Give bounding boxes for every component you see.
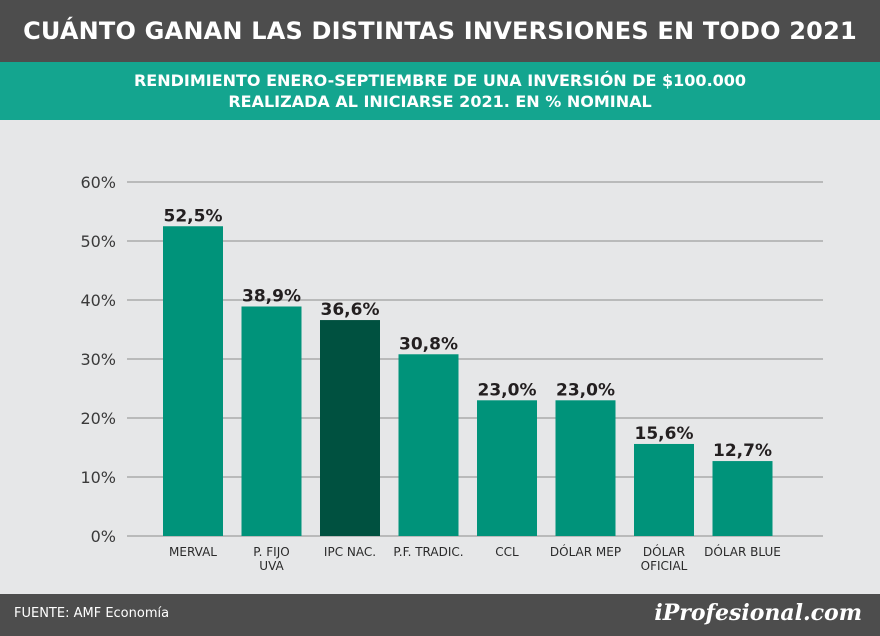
bar-6 <box>634 443 694 536</box>
subtitle-line-1: RENDIMIENTO ENERO-SEPTIEMBRE DE UNA INVE… <box>133 71 747 90</box>
bar-7 <box>712 461 773 536</box>
category-label-4: CCL <box>495 545 519 559</box>
value-label-5: 23,0% <box>556 380 615 400</box>
brand-logo-i: i <box>654 600 663 626</box>
y-tick-label-30: 30% <box>80 350 116 369</box>
bar-4 <box>477 400 537 536</box>
y-tick-label-0: 0% <box>91 527 116 546</box>
category-label-3: P.F. TRADIC. <box>393 545 463 559</box>
category-label-6-line-1: OFICIAL <box>641 559 688 573</box>
y-tick-label-20: 20% <box>80 409 116 428</box>
footer: FUENTE: AMF Economía iProfesional.com <box>0 594 880 636</box>
category-label-1-line-1: UVA <box>259 559 284 573</box>
bar-3 <box>398 354 459 536</box>
category-label-2: IPC NAC. <box>324 545 376 559</box>
y-tick-label-10: 10% <box>80 468 116 487</box>
bar-0 <box>163 226 223 536</box>
category-label-7: DÓLAR BLUE <box>704 544 781 559</box>
value-label-6: 15,6% <box>635 424 694 444</box>
subtitle-line-2: REALIZADA AL INICIARSE 2021. EN % NOMINA… <box>228 92 652 111</box>
y-tick-label-60: 60% <box>80 173 116 192</box>
chart-area: 0% 10% 20% 30% 40% 50% 60% 52,5% MERVAL 38,9% P. F… <box>0 120 880 594</box>
y-tick-label-50: 50% <box>80 232 116 251</box>
value-label-7: 12,7% <box>713 441 772 461</box>
y-tick-label-40: 40% <box>80 291 116 310</box>
chart-title: CUÁNTO GANAN LAS DISTINTAS INVERSIONES E… <box>0 0 880 62</box>
category-label-5: DÓLAR MEP <box>550 544 621 559</box>
brand-logo-text: Profesional.com <box>662 600 862 626</box>
chart-subtitle: RENDIMIENTO ENERO-SEPTIEMBRE DE UNA INVE… <box>0 62 880 120</box>
value-label-2: 36,6% <box>321 300 380 320</box>
value-label-1: 38,9% <box>242 286 301 306</box>
category-label-0: MERVAL <box>169 545 217 559</box>
bar-1 <box>241 306 302 536</box>
value-label-0: 52,5% <box>164 206 223 226</box>
bar-5 <box>555 400 616 536</box>
value-label-4: 23,0% <box>478 380 537 400</box>
source-note: FUENTE: AMF Economía <box>14 606 170 621</box>
category-label-6-line-0: DÓLAR <box>643 544 685 559</box>
brand-logo: iProfesional.com <box>654 600 862 626</box>
bar-chart: 0% 10% 20% 30% 40% 50% 60% 52,5% MERVAL 38,9% P. F… <box>80 173 823 573</box>
category-label-1-line-0: P. FIJO <box>253 545 289 559</box>
value-label-3: 30,8% <box>399 334 458 354</box>
bar-2 <box>320 320 380 536</box>
